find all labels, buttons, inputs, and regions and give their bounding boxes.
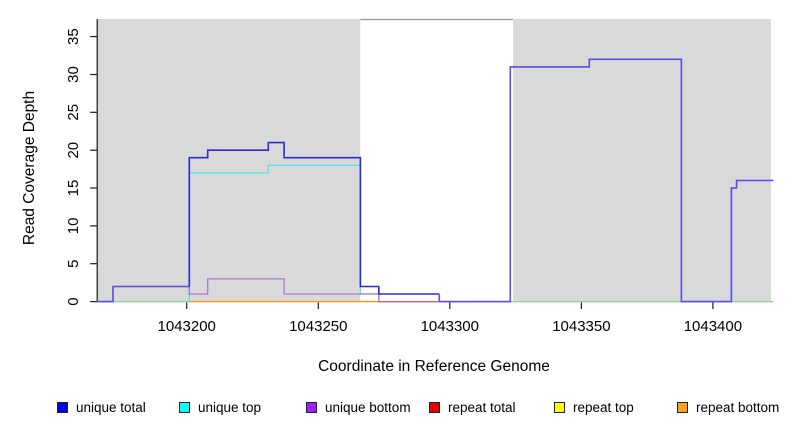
x-tick-label: 1043300 (421, 318, 479, 335)
legend-item-repeat-top: repeat top (554, 396, 634, 418)
x-tick-label: 1043250 (289, 318, 347, 335)
y-tick-label: 25 (65, 104, 82, 121)
y-tick-label: 5 (65, 260, 82, 268)
shaded-region (513, 19, 771, 302)
y-tick-label: 0 (65, 297, 82, 305)
step-line-unique-total (438, 58, 774, 303)
x-tick-label: 1043400 (684, 318, 742, 335)
legend-swatch (554, 401, 565, 413)
legend-label: unique total (76, 399, 146, 415)
y-tick-label: 35 (65, 28, 82, 45)
legend-swatch (429, 401, 440, 413)
y-tick-label: 30 (65, 66, 82, 83)
legend-swatch (57, 401, 68, 413)
legend-swatch (306, 401, 317, 413)
legend-swatch (179, 401, 190, 413)
shaded-region (97, 19, 361, 302)
legend-label: repeat bottom (696, 399, 780, 415)
legend-item-unique-total: unique total (57, 396, 146, 418)
x-axis-title: Coordinate in Reference Genome (318, 358, 550, 375)
legend-item-unique-bottom: unique bottom (306, 396, 411, 418)
x-tick-label: 1043200 (157, 318, 215, 335)
x-tick-label: 1043350 (552, 318, 610, 335)
legend-label: repeat total (448, 399, 516, 415)
step-line-unique-total (188, 141, 440, 295)
legend-label: repeat top (573, 399, 634, 415)
y-axis-title: Read Coverage Depth (21, 90, 38, 246)
step-line-unique-total (97, 285, 190, 303)
legend-item-repeat-total: repeat total (429, 396, 516, 418)
legend-item-repeat-bottom: repeat bottom (677, 396, 779, 418)
y-tick-label: 15 (65, 180, 82, 197)
legend-item-unique-top: unique top (179, 396, 261, 418)
legend-swatch (677, 401, 688, 413)
y-tick-label: 10 (65, 218, 82, 235)
legend-label: unique top (198, 399, 262, 415)
legend: unique total unique top unique bottom repea… (0, 396, 792, 420)
coverage-plot: 0 5 10 15 20 25 30 35 1043200 1043250 1043300 10433… (65, 18, 774, 335)
legend-label: unique bottom (325, 399, 411, 415)
y-tick-label: 20 (65, 142, 82, 159)
